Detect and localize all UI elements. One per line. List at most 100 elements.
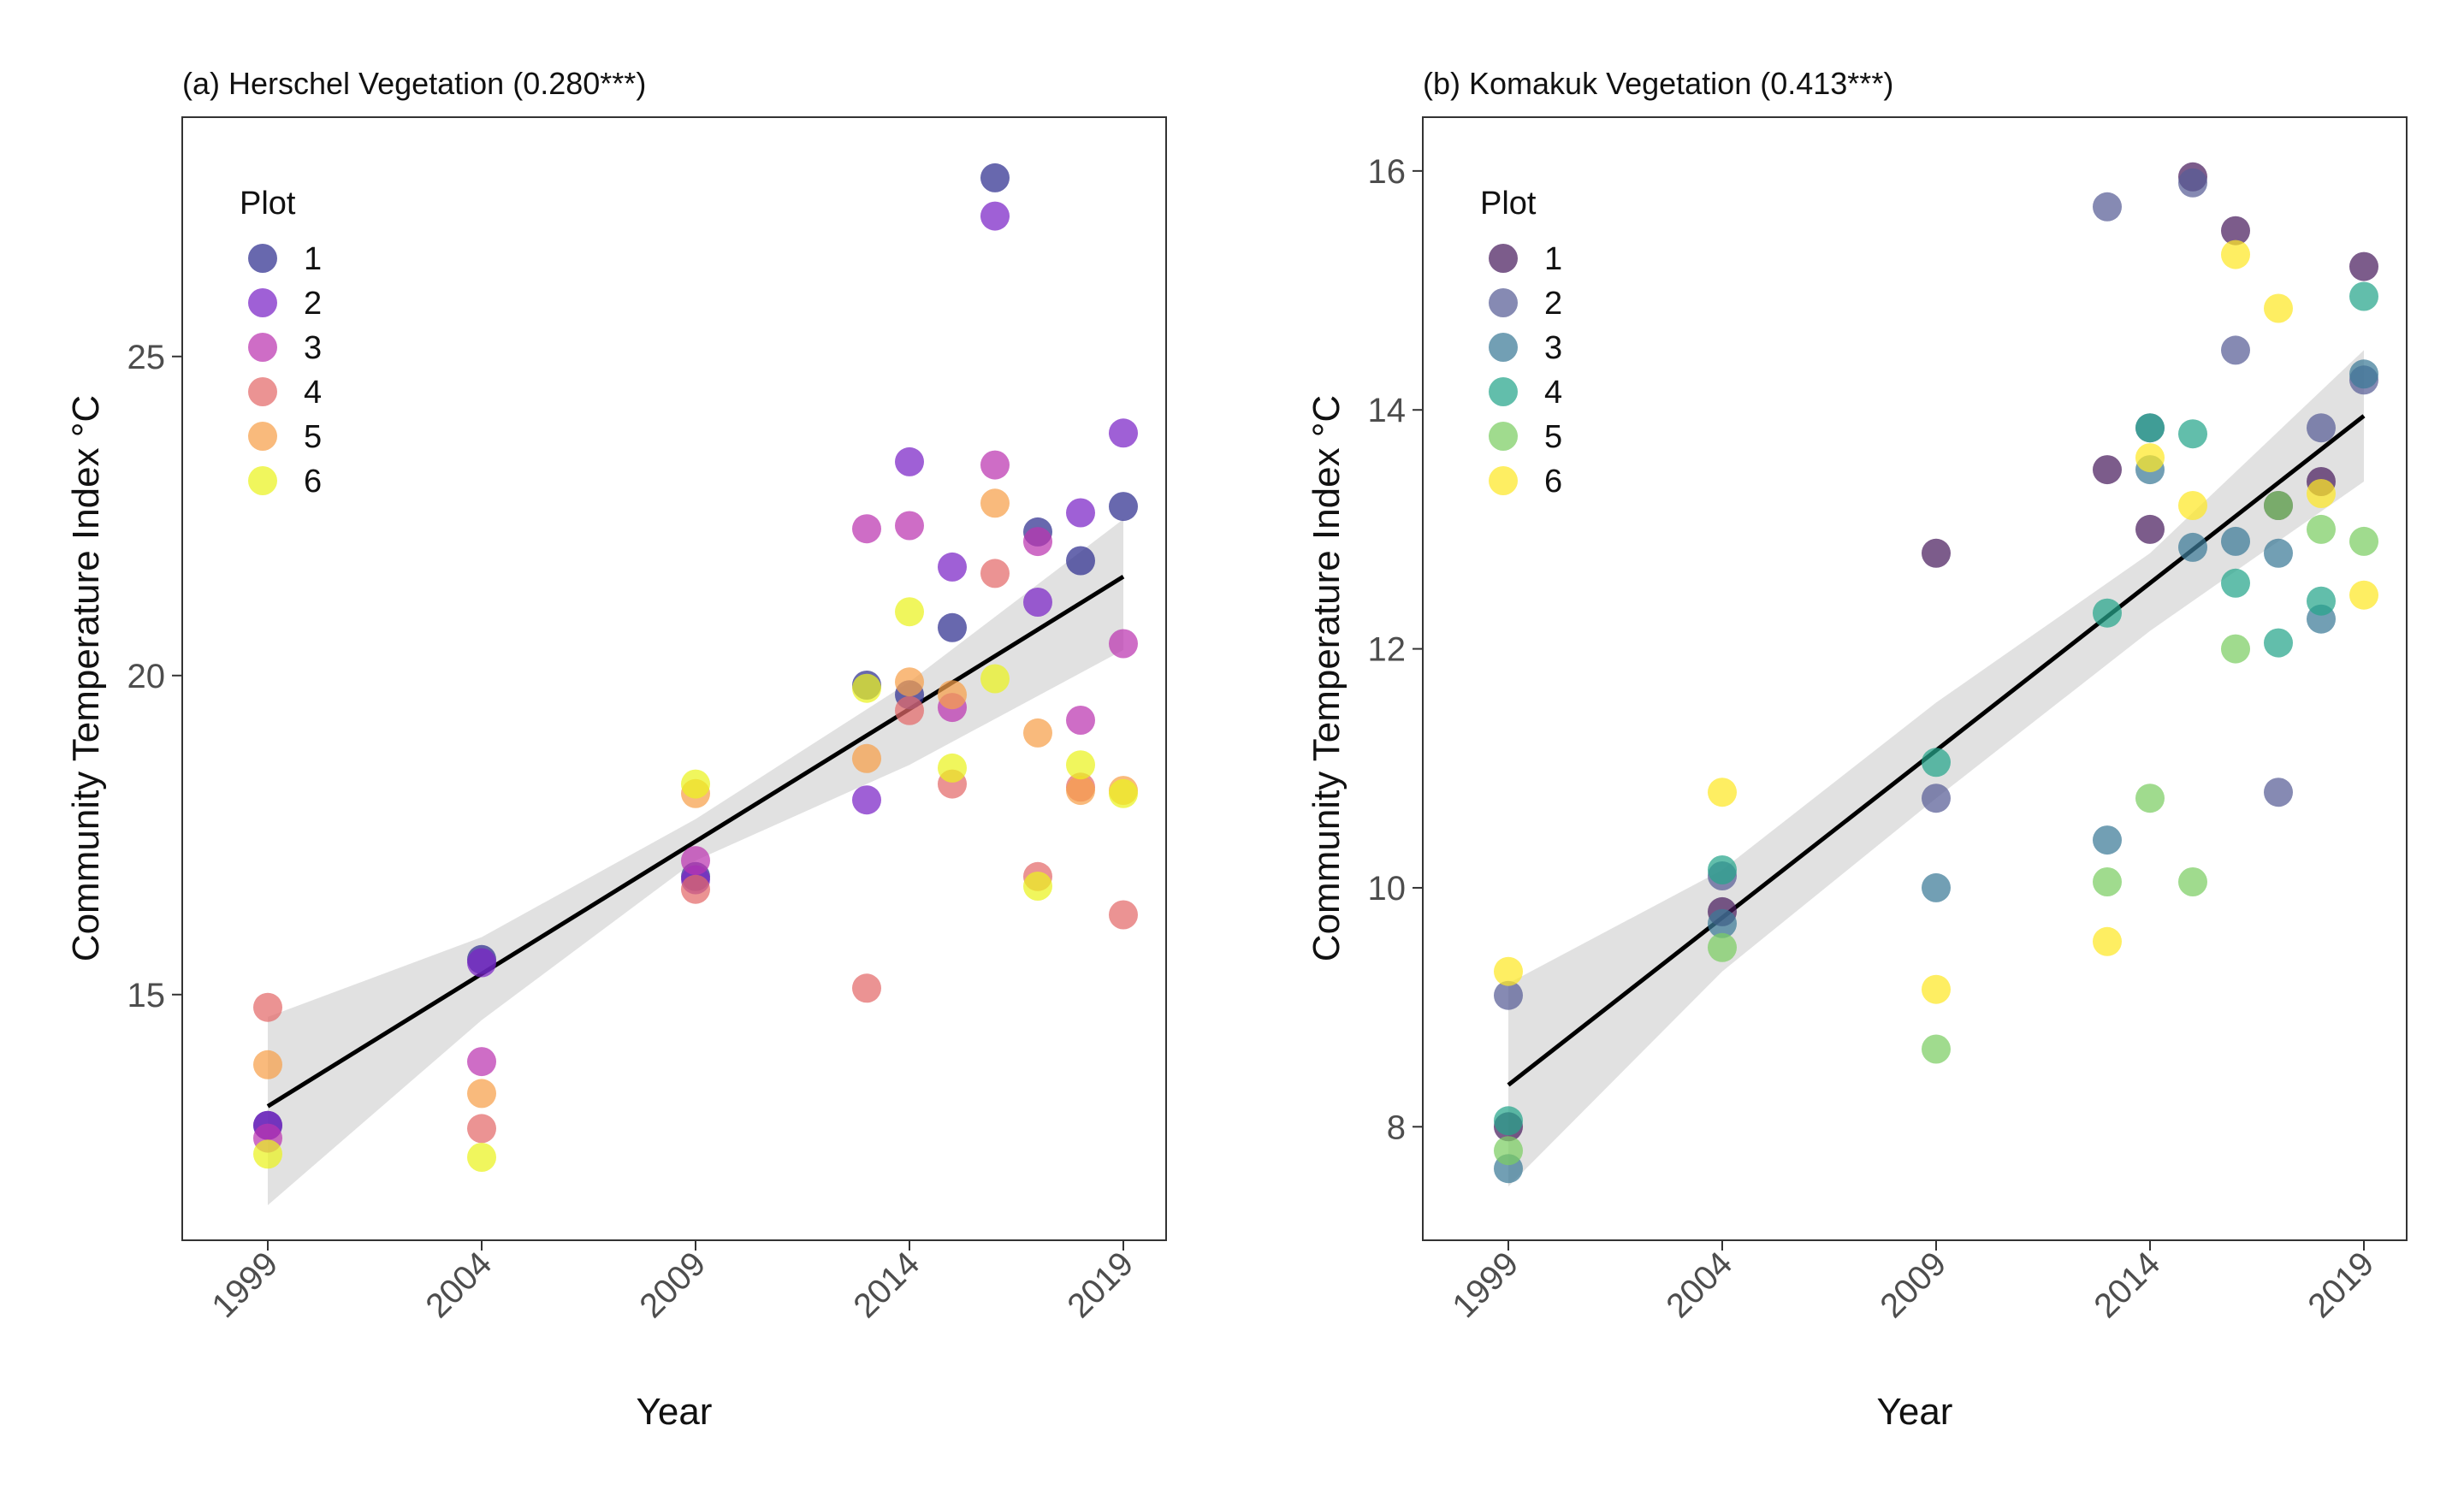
data-point-plot-6 [895, 597, 924, 627]
data-point-plot-5 [1922, 1034, 1951, 1064]
data-point-plot-5 [2093, 867, 2122, 896]
legend-key-plot-6 [248, 466, 277, 495]
legend-label: 4 [1544, 375, 1562, 411]
data-point-plot-6 [1066, 750, 1095, 780]
legend-label: 1 [304, 241, 322, 277]
data-point-plot-4 [2307, 586, 2336, 616]
legend-label: 2 [304, 286, 322, 322]
data-point-plot-5 [1023, 718, 1052, 748]
data-point-plot-1 [2221, 216, 2250, 245]
plot-area-border [1422, 116, 2408, 1241]
data-point-plot-5 [938, 680, 967, 710]
data-point-plot-4 [1494, 1106, 1523, 1136]
data-point-plot-6 [1922, 974, 1951, 1004]
legend-key-plot-2 [1489, 288, 1518, 317]
data-point-plot-2 [2264, 778, 2293, 807]
data-point-plot-6 [2307, 479, 2336, 508]
data-point-plot-4 [253, 992, 282, 1022]
data-point-plot-6 [852, 673, 881, 703]
legend-key-plot-1 [1489, 244, 1518, 273]
panel-herschel: (a) Herschel Vegetation (0.280***) 1999 2… [65, 66, 1167, 1433]
legend-label: 3 [304, 330, 322, 366]
data-point-plot-5 [1066, 776, 1095, 806]
data-point-plot-2 [895, 446, 924, 476]
data-point-plot-6 [2178, 491, 2207, 520]
data-point-plot-6 [2349, 580, 2378, 610]
data-point-plot-2 [2221, 335, 2250, 365]
data-point-plot-6 [1109, 778, 1138, 808]
data-point-plot-5 [852, 743, 881, 773]
data-point-plot-4 [2093, 598, 2122, 628]
data-point-plot-3 [1708, 908, 1737, 938]
data-point-plot-6 [1023, 872, 1052, 901]
data-point-plot-2 [852, 785, 881, 815]
data-point-plot-5 [1494, 1136, 1523, 1166]
data-point-plot-1 [1109, 492, 1138, 522]
data-point-plot-4 [2135, 413, 2165, 443]
data-point-plot-2 [1494, 980, 1523, 1010]
data-point-plot-1 [2135, 514, 2165, 544]
data-point-plot-6 [938, 753, 967, 783]
y-tick-label: 10 [1368, 870, 1407, 908]
data-point-plot-3 [2349, 359, 2378, 389]
data-point-plot-3 [895, 511, 924, 541]
data-point-plot-5 [2264, 491, 2293, 520]
data-point-plot-6 [1708, 778, 1737, 807]
trend-line-layer [266, 575, 1125, 1109]
panel-title: (a) Herschel Vegetation (0.280***) [182, 66, 646, 101]
legend-label: 6 [1544, 464, 1562, 500]
y-tick-label: 25 [127, 339, 166, 376]
data-point-plot-5 [253, 1050, 282, 1079]
y-axis-title: Community Temperature Index °C [1306, 395, 1348, 961]
data-point-plot-3 [980, 450, 1010, 480]
data-point-plot-4 [1708, 855, 1737, 884]
plot-area-border [181, 116, 1167, 1241]
data-point-plot-4 [1922, 748, 1951, 778]
data-point-plot-4 [852, 973, 881, 1003]
data-point-plot-2 [1023, 588, 1052, 617]
data-point-plot-4 [895, 695, 924, 725]
data-point-plot-5 [2307, 514, 2336, 544]
panel-title: (b) Komakuk Vegetation (0.413***) [1423, 66, 1893, 101]
legend-key-plot-6 [1489, 466, 1518, 495]
legend-key-plot-5 [1489, 422, 1518, 451]
legend-title: Plot [1480, 186, 1537, 222]
y-tick-label: 12 [1368, 631, 1407, 669]
data-point-plot-5 [980, 488, 1010, 518]
data-point-plot-3 [2264, 538, 2293, 568]
data-point-plot-2 [467, 948, 496, 978]
data-point-plot-4 [2349, 281, 2378, 311]
data-point-plot-3 [1023, 527, 1052, 557]
legend-label: 4 [304, 375, 322, 411]
y-tick-label: 8 [1387, 1109, 1406, 1146]
x-axis-title: Year [1877, 1391, 1953, 1433]
legend-key-plot-4 [1489, 377, 1518, 406]
data-point-plot-6 [1494, 956, 1523, 986]
legend-key-plot-1 [248, 244, 277, 273]
y-axis-title: Community Temperature Index °C [65, 395, 107, 961]
data-point-plot-5 [467, 1079, 496, 1109]
data-point-plot-5 [2178, 867, 2207, 896]
trend-line [266, 575, 1125, 1109]
data-point-plot-4 [2178, 419, 2207, 449]
data-point-plot-2 [1109, 418, 1138, 448]
data-point-plot-6 [681, 769, 710, 799]
data-point-plot-1 [2093, 455, 2122, 485]
data-point-plot-4 [681, 874, 710, 904]
data-point-plot-4 [980, 559, 1010, 588]
data-point-plot-3 [1922, 872, 1951, 902]
data-point-plot-6 [253, 1139, 282, 1169]
data-point-plot-1 [980, 163, 1010, 192]
data-point-plot-5 [2349, 526, 2378, 556]
data-point-plot-2 [1066, 498, 1095, 528]
legend-label: 3 [1544, 330, 1562, 366]
data-point-plot-3 [467, 1047, 496, 1077]
data-point-plot-1 [2349, 251, 2378, 281]
data-point-plot-2 [938, 552, 967, 582]
data-point-plot-3 [2221, 526, 2250, 556]
data-point-plot-6 [2221, 239, 2250, 269]
data-point-layer [1494, 162, 2378, 1184]
data-point-plot-1 [1066, 546, 1095, 576]
